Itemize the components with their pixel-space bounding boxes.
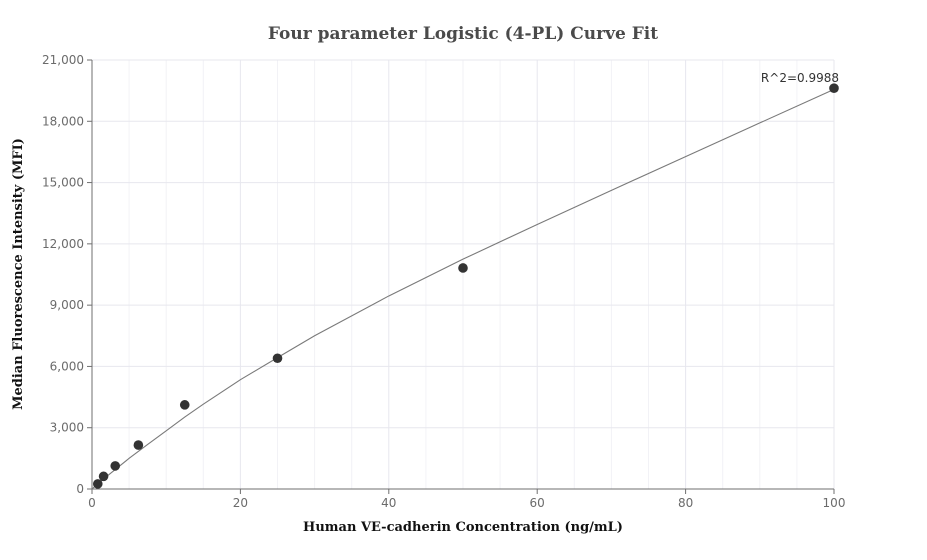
r-squared-annotation: R^2=0.9988 xyxy=(761,71,839,85)
data-point xyxy=(110,461,121,471)
y-axis-label: Median Fluorescence Intensity (MFI) xyxy=(11,138,26,410)
data-point xyxy=(98,471,109,482)
chart-title: Four parameter Logistic (4-PL) Curve Fit xyxy=(268,24,658,44)
y-tick-label: 21,000 xyxy=(42,53,84,67)
data-point xyxy=(133,440,144,450)
y-tick-label: 18,000 xyxy=(42,114,84,128)
x-tick-label: 80 xyxy=(678,496,693,510)
fit-curve-line xyxy=(91,88,835,490)
y-tick-label: 6,000 xyxy=(50,359,84,373)
y-tick-label: 12,000 xyxy=(42,237,84,251)
x-tick-label: 0 xyxy=(88,496,96,510)
y-tick-label: 15,000 xyxy=(42,176,84,190)
y-tick-label: 3,000 xyxy=(50,421,84,435)
plot-area: 0 3,000 6,000 9,000 12,000 15,000 18,000 21,000… xyxy=(42,53,845,510)
x-tick-label: 60 xyxy=(530,496,545,510)
x-tick-label: 40 xyxy=(381,496,396,510)
x-tick-label: 100 xyxy=(823,496,846,510)
data-point xyxy=(829,83,839,93)
data-point xyxy=(272,353,283,364)
data-point xyxy=(92,479,103,489)
x-axis-label: Human VE-cadherin Concentration (ng/mL) xyxy=(303,520,623,535)
y-tick-label: 9,000 xyxy=(50,298,84,312)
data-point xyxy=(458,263,468,273)
x-tick-label: 20 xyxy=(233,496,248,510)
y-tick-label: 0 xyxy=(76,482,84,496)
data-point xyxy=(179,400,190,410)
